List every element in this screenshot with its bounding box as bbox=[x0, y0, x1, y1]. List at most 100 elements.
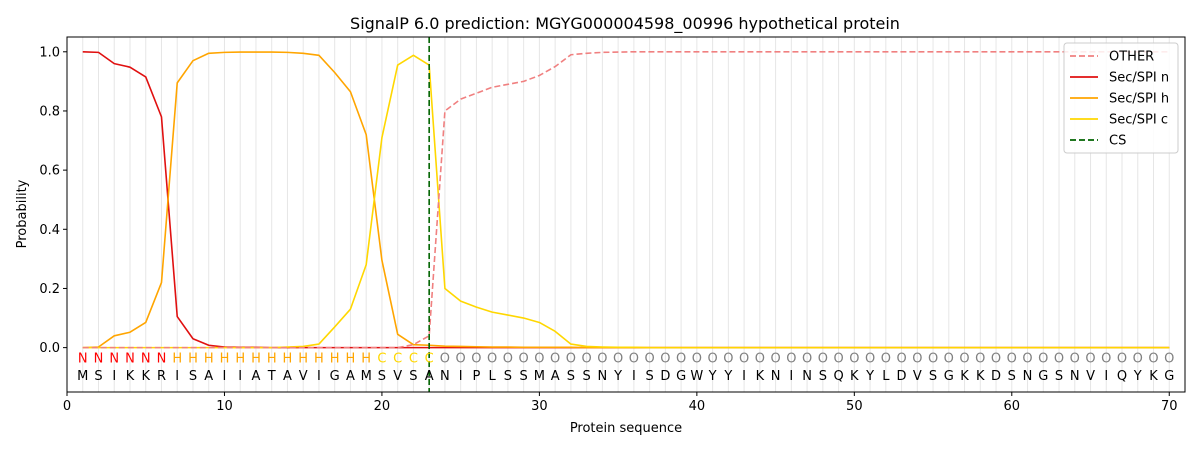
region-label: H bbox=[188, 351, 198, 366]
residue-label: Q bbox=[833, 369, 843, 384]
region-label: O bbox=[613, 351, 623, 366]
region-label: O bbox=[818, 351, 828, 366]
residue-label: V bbox=[1086, 369, 1095, 384]
region-label: H bbox=[172, 351, 182, 366]
legend: OTHER Sec/SPI n Sec/SPI h Sec/SPI c CS bbox=[1063, 42, 1179, 154]
region-label: H bbox=[267, 351, 277, 366]
region-label: O bbox=[786, 351, 796, 366]
residue-label: S bbox=[520, 369, 528, 384]
residue-label: I bbox=[789, 369, 793, 384]
region-label: O bbox=[896, 351, 906, 366]
residue-label: N bbox=[440, 369, 450, 384]
residue-label: K bbox=[756, 369, 765, 384]
residue-label: A bbox=[283, 369, 292, 384]
region-label: O bbox=[1070, 351, 1080, 366]
y-tick-label: 0.8 bbox=[39, 104, 60, 119]
residue-label: Y bbox=[723, 369, 732, 384]
residue-label: K bbox=[141, 369, 150, 384]
region-label: O bbox=[471, 351, 481, 366]
region-label: O bbox=[503, 351, 513, 366]
x-tick-label: 70 bbox=[1161, 399, 1178, 414]
legend-label: OTHER bbox=[1109, 50, 1154, 65]
residue-label: S bbox=[504, 369, 512, 384]
residue-label: S bbox=[94, 369, 102, 384]
residue-label: G bbox=[330, 369, 340, 384]
residue-label: Q bbox=[1117, 369, 1127, 384]
residue-label: W bbox=[690, 369, 703, 384]
legend-label: CS bbox=[1109, 134, 1126, 149]
residue-label: S bbox=[378, 369, 386, 384]
residue-label: S bbox=[645, 369, 653, 384]
residue-label: N bbox=[598, 369, 608, 384]
y-axis-label: Probability bbox=[15, 179, 30, 248]
region-label: O bbox=[770, 351, 780, 366]
region-label: O bbox=[1007, 351, 1017, 366]
y-tick-label: 0.2 bbox=[39, 282, 60, 297]
residue-label: A bbox=[551, 369, 560, 384]
y-tick-label: 0.4 bbox=[39, 223, 60, 238]
x-tick-label: 30 bbox=[531, 399, 548, 414]
region-label: O bbox=[975, 351, 985, 366]
region-label: O bbox=[802, 351, 812, 366]
y-tick-label: 1.0 bbox=[39, 45, 60, 60]
region-label: O bbox=[645, 351, 655, 366]
region-label: O bbox=[1054, 351, 1064, 366]
residue-label: I bbox=[112, 369, 116, 384]
residue-label: I bbox=[238, 369, 242, 384]
x-tick-label: 60 bbox=[1004, 399, 1021, 414]
residue-label: N bbox=[1023, 369, 1033, 384]
residue-label: G bbox=[1164, 369, 1174, 384]
region-label: H bbox=[283, 351, 293, 366]
region-label: H bbox=[251, 351, 261, 366]
region-label: O bbox=[1148, 351, 1158, 366]
region-label: O bbox=[582, 351, 592, 366]
residue-label: G bbox=[1038, 369, 1048, 384]
residue-label: N bbox=[771, 369, 781, 384]
chart-title: SignalP 6.0 prediction: MGYG000004598_00… bbox=[350, 14, 900, 34]
axes-layer: 0 10 20 30 40 50 60 70 0.0 0.2 0.4 0.6 0.8 1.0 bbox=[39, 45, 1177, 414]
region-label: O bbox=[1133, 351, 1143, 366]
residue-label: I bbox=[459, 369, 463, 384]
region-label: O bbox=[534, 351, 544, 366]
region-label: O bbox=[1101, 351, 1111, 366]
residue-label: K bbox=[960, 369, 969, 384]
region-label: O bbox=[849, 351, 859, 366]
region-label: H bbox=[298, 351, 308, 366]
region-label: O bbox=[1022, 351, 1032, 366]
region-label: O bbox=[1038, 351, 1048, 366]
residue-label: A bbox=[252, 369, 261, 384]
region-label: N bbox=[157, 351, 167, 366]
region-label: O bbox=[1164, 351, 1174, 366]
region-label: O bbox=[991, 351, 1001, 366]
region-label: O bbox=[881, 351, 891, 366]
region-label: O bbox=[928, 351, 938, 366]
residue-label: I bbox=[223, 369, 227, 384]
x-tick-label: 20 bbox=[374, 399, 391, 414]
residue-label: Y bbox=[708, 369, 717, 384]
series-layer bbox=[82, 37, 1170, 392]
region-label: H bbox=[204, 351, 214, 366]
x-tick-label: 10 bbox=[216, 399, 233, 414]
region-label: C bbox=[377, 351, 386, 366]
sequence-layer: NMNSNINKNKNRHIHSHAHIHIHAHTHAHVHIHGHAHMCS… bbox=[77, 351, 1174, 384]
region-label: H bbox=[314, 351, 324, 366]
region-label: H bbox=[220, 351, 230, 366]
region-label: O bbox=[959, 351, 969, 366]
region-label: O bbox=[597, 351, 607, 366]
x-tick-label: 40 bbox=[689, 399, 706, 414]
region-label: O bbox=[660, 351, 670, 366]
region-label: O bbox=[755, 351, 765, 366]
residue-label: Y bbox=[613, 369, 622, 384]
region-label: N bbox=[94, 351, 104, 366]
residue-label: V bbox=[299, 369, 308, 384]
residue-label: I bbox=[742, 369, 746, 384]
x-axis-label: Protein sequence bbox=[570, 421, 682, 436]
residue-label: N bbox=[1070, 369, 1080, 384]
x-tick-label: 0 bbox=[63, 399, 71, 414]
region-label: O bbox=[723, 351, 733, 366]
region-label: O bbox=[865, 351, 875, 366]
region-label: N bbox=[78, 351, 88, 366]
region-label: O bbox=[456, 351, 466, 366]
legend-label: Sec/SPI h bbox=[1109, 92, 1169, 107]
